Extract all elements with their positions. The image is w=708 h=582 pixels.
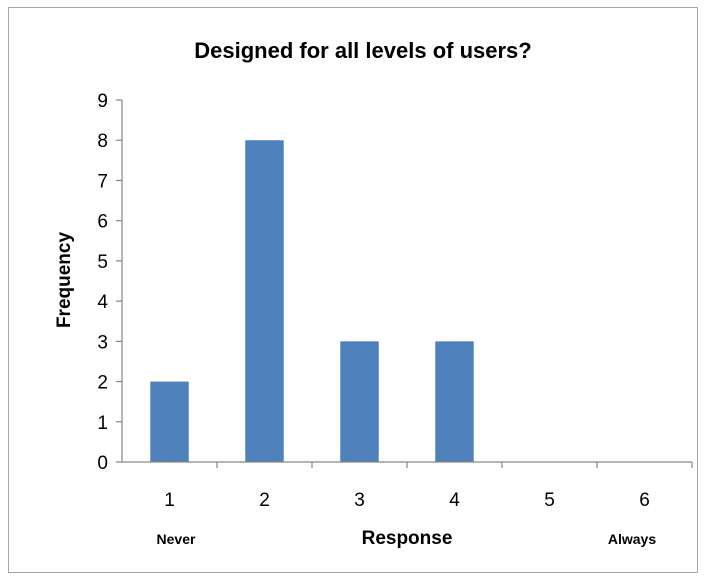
endpoint-label-never: Never bbox=[157, 531, 196, 547]
endpoint-label-always: Always bbox=[608, 531, 656, 547]
bar-1 bbox=[150, 381, 189, 462]
x-tick-label: 6 bbox=[639, 490, 650, 511]
bars-group bbox=[150, 140, 474, 462]
y-tick-label: 6 bbox=[97, 212, 108, 233]
y-tick-label: 8 bbox=[97, 131, 108, 152]
axes-group bbox=[121, 100, 692, 463]
y-tick-label: 3 bbox=[97, 332, 108, 353]
y-axis-label: Frequency bbox=[54, 232, 75, 329]
bar-2 bbox=[245, 140, 284, 462]
x-tick-label: 3 bbox=[354, 490, 365, 511]
x-tick-label: 2 bbox=[259, 490, 270, 511]
y-tick-label: 9 bbox=[97, 91, 108, 112]
x-tick-label: 4 bbox=[449, 490, 460, 511]
bar-3 bbox=[340, 341, 379, 462]
chart-title: Designed for all levels of users? bbox=[194, 38, 531, 63]
y-tick-label: 0 bbox=[97, 453, 108, 474]
x-ticks-group: 1 2 3 4 5 6 bbox=[164, 462, 693, 511]
y-tick-label: 2 bbox=[97, 373, 108, 394]
y-tick-label: 7 bbox=[97, 171, 108, 192]
chart-frame bbox=[8, 7, 698, 573]
bar-4 bbox=[435, 341, 474, 462]
y-tick-label: 5 bbox=[97, 252, 108, 273]
x-tick-label: 5 bbox=[544, 490, 555, 511]
x-tick-label: 1 bbox=[164, 490, 175, 511]
y-ticks-group: 0 1 2 3 4 5 6 7 8 9 bbox=[97, 91, 122, 474]
x-axis-label: Response bbox=[362, 528, 453, 549]
y-tick-label: 1 bbox=[97, 413, 108, 434]
y-tick-label: 4 bbox=[97, 292, 108, 313]
